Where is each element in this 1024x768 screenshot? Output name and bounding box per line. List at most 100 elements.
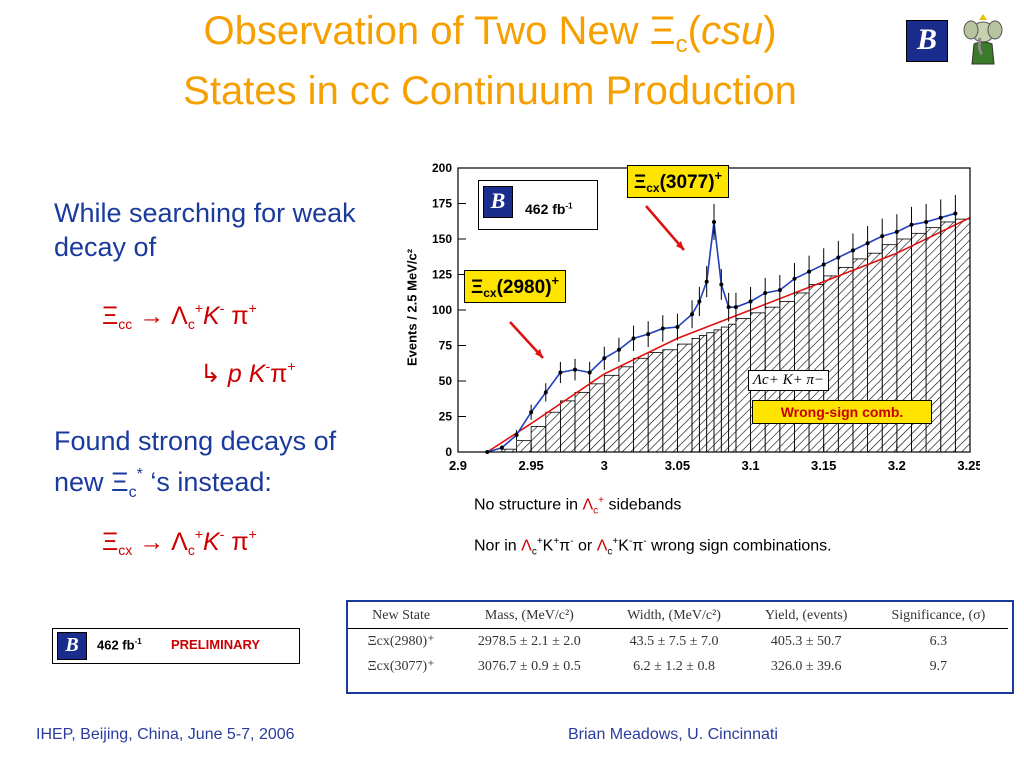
data-point xyxy=(763,290,768,295)
y-tick-label: 150 xyxy=(432,232,452,246)
table-cell: 6.3 xyxy=(929,633,948,649)
wrong-sign-bar xyxy=(691,337,700,453)
wrong-sign-bar xyxy=(706,332,715,453)
data-point xyxy=(573,367,578,372)
y-tick-label: 125 xyxy=(432,268,452,282)
data-point xyxy=(953,211,958,216)
decay-equation-lambda: ↳ p K-π+ xyxy=(200,358,296,388)
table-cell: 6.2 ± 1.2 ± 0.8 xyxy=(633,658,715,674)
peak-label-3077: Ξcx(3077)+ xyxy=(627,165,730,198)
x-tick-label: 3.2 xyxy=(888,458,906,473)
table-cell: 2978.5 ± 2.1 ± 2.0 xyxy=(477,633,581,649)
header-width: Width, (MeV/c²) xyxy=(604,604,744,629)
decay-equation-cx: Ξcx → Λc+K- π+ xyxy=(102,526,257,558)
belle-logo-top: B xyxy=(906,20,948,62)
belle-logo-chart: B xyxy=(483,186,513,218)
wrong-sign-bar xyxy=(574,391,591,453)
x-tick-label: 2.95 xyxy=(518,458,543,473)
data-point xyxy=(777,288,782,293)
luminosity-label: 462 fb-1 xyxy=(97,637,142,653)
data-point xyxy=(748,299,753,304)
wrong-sign-bar xyxy=(954,218,971,453)
peak-label-2980: Ξcx(2980)+ xyxy=(464,270,567,303)
wrong-sign-formula: Λc+ K+ π− xyxy=(748,370,830,391)
x-tick-label: 3.15 xyxy=(811,458,836,473)
table-cell: 405.3 ± 50.7 xyxy=(770,633,842,649)
table-cell: Ξcx(2980)⁺ xyxy=(367,634,435,649)
y-tick-label: 200 xyxy=(432,161,452,175)
y-tick-label: 175 xyxy=(432,197,452,211)
data-point xyxy=(514,432,519,437)
wrong-sign-bar xyxy=(647,352,664,453)
wrong-sign-bar xyxy=(698,335,708,453)
note-sidebands: No structure in Λc+ sidebands xyxy=(474,495,682,517)
data-point xyxy=(529,410,534,415)
data-point xyxy=(792,276,797,281)
data-point xyxy=(587,370,592,375)
preliminary-badge: B 462 fb-1 PRELIMINARY xyxy=(52,628,300,664)
data-point xyxy=(543,390,548,395)
decay-equation-cc: Ξcc → Λc+K- π+ xyxy=(102,300,257,332)
header-new-state: New State xyxy=(348,604,455,629)
data-point xyxy=(558,370,563,375)
header-yield: Yield, (events) xyxy=(743,604,869,629)
table-cell: 3076.7 ± 0.9 ± 0.5 xyxy=(477,658,581,674)
data-point xyxy=(733,305,738,310)
wrong-sign-bar xyxy=(545,411,561,453)
results-table: New State Mass, (MeV/c²) Width, (MeV/c²)… xyxy=(348,604,1008,679)
wrong-sign-bar xyxy=(808,284,825,453)
wrong-sign-bar xyxy=(530,426,547,453)
wrong-sign-bar xyxy=(618,366,634,453)
wrong-sign-bar xyxy=(589,383,605,453)
y-tick-label: 50 xyxy=(439,374,453,388)
belle-logo-small: B xyxy=(57,632,87,660)
found-text: Found strong decays of new Ξc* ‘s instea… xyxy=(54,426,337,501)
wrong-sign-bar xyxy=(728,323,737,453)
note-wrong-sign: Nor in Λc+K+π- or Λc+K-π- wrong sign com… xyxy=(474,536,832,558)
y-tick-label: 100 xyxy=(432,303,452,317)
wrong-sign-label: Wrong-sign comb. xyxy=(752,400,932,424)
y-tick-label: 25 xyxy=(439,410,453,424)
data-point xyxy=(924,219,929,224)
data-point xyxy=(719,282,724,287)
wrong-sign-bar xyxy=(603,374,620,453)
x-tick-label: 3.25 xyxy=(957,458,980,473)
wrong-sign-bar xyxy=(633,357,649,453)
chart-luminosity-label: 462 fb-1 xyxy=(525,201,573,217)
wrong-sign-bar xyxy=(837,267,854,453)
y-tick-label: 75 xyxy=(439,339,453,353)
data-point xyxy=(499,445,504,450)
data-point xyxy=(675,325,680,330)
wrong-sign-bar xyxy=(516,440,532,453)
data-point xyxy=(850,248,855,253)
data-point xyxy=(697,299,702,304)
footer-left: IHEP, Beijing, China, June 5-7, 2006 xyxy=(36,726,295,743)
x-tick-label: 3.05 xyxy=(665,458,690,473)
data-point xyxy=(821,262,826,267)
x-tick-label: 2.9 xyxy=(449,458,467,473)
data-point xyxy=(704,279,709,284)
data-point xyxy=(880,234,885,239)
table-header-row: New State Mass, (MeV/c²) Width, (MeV/c²)… xyxy=(348,604,1008,629)
y-tick-label: 0 xyxy=(445,445,452,459)
table-cell: Ξcx(3077)⁺ xyxy=(367,659,435,674)
table-cell: 326.0 ± 39.6 xyxy=(770,658,842,674)
data-point xyxy=(660,326,665,331)
background-fit-line xyxy=(486,216,971,453)
preliminary-label: PRELIMINARY xyxy=(171,637,261,652)
data-point xyxy=(602,356,607,361)
data-point xyxy=(631,336,636,341)
data-point xyxy=(836,255,841,260)
slide-title: Observation of Two New Ξc(csu) States in… xyxy=(40,8,940,114)
y-axis-title: Events / 2.5 MeV/c² xyxy=(404,248,420,367)
footer-right: Brian Meadows, U. Cincinnati xyxy=(568,726,778,743)
x-tick-label: 3.1 xyxy=(742,458,760,473)
chart-luminosity-badge: B 462 fb-1 xyxy=(478,180,598,230)
data-point xyxy=(807,269,812,274)
data-point xyxy=(909,222,914,227)
wrong-sign-bar xyxy=(940,221,956,453)
wrong-sign-bar xyxy=(720,326,730,453)
data-point xyxy=(690,312,695,317)
data-point xyxy=(865,241,870,246)
results-table-container: New State Mass, (MeV/c²) Width, (MeV/c²)… xyxy=(346,600,1014,694)
